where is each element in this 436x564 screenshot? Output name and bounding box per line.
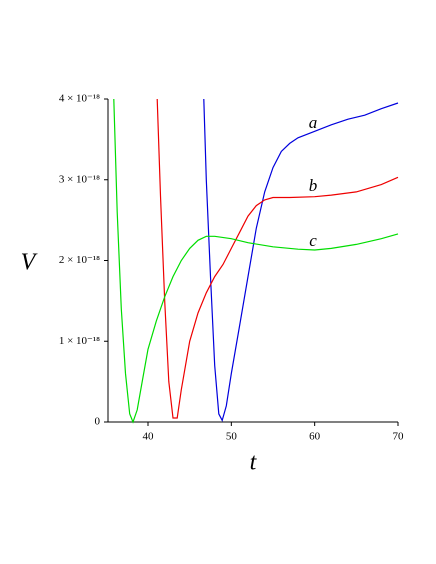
y-tick-label: 1 × 10⁻¹⁸ xyxy=(59,335,100,347)
y-axis-label: V xyxy=(21,250,38,276)
y-tick-label: 0 xyxy=(95,416,101,428)
x-tick-label: 70 xyxy=(393,431,405,443)
series-line xyxy=(156,98,399,419)
series-line xyxy=(203,98,399,423)
y-tick-label: 4 × 10⁻¹⁸ xyxy=(59,93,100,105)
x-tick-label: 50 xyxy=(226,431,238,443)
x-tick-label: 40 xyxy=(143,431,155,443)
series-label: c xyxy=(309,231,317,250)
series-label: b xyxy=(309,176,318,195)
x-tick-label: 60 xyxy=(309,431,321,443)
series-line xyxy=(113,98,399,424)
y-tick-label: 2 × 10⁻¹⁸ xyxy=(59,254,100,266)
y-tick-label: 3 × 10⁻¹⁸ xyxy=(59,173,100,185)
series-label: a xyxy=(309,113,318,132)
x-axis-label: t xyxy=(250,450,258,476)
